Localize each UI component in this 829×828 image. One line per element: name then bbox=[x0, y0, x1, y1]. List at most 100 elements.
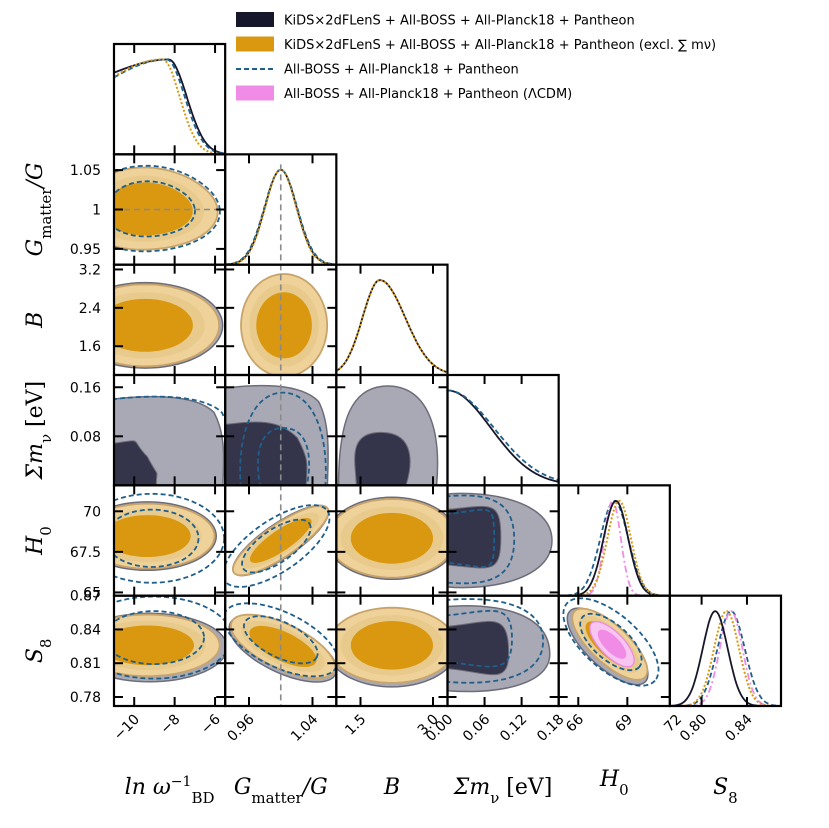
marginal-B-dark bbox=[336, 279, 448, 374]
marginal-B-dark bbox=[336, 279, 448, 374]
y-tick-label-H0: 65 bbox=[83, 585, 101, 601]
x-axis-label-H0: H0 bbox=[599, 767, 629, 799]
marginal-H0-dark bbox=[558, 499, 670, 596]
contour-H0-mnu-dark bbox=[447, 492, 553, 589]
x-tick-label-B: 1.5 bbox=[342, 712, 369, 739]
y-tick-label-G: 1 bbox=[92, 203, 101, 219]
contour-mnu-G-dark-1sigma bbox=[225, 421, 308, 486]
contour-B-G-orange-1sigma bbox=[256, 292, 312, 359]
marginal-H0-pink bbox=[558, 499, 670, 596]
contour-S8-mnu-blue-2sigma bbox=[447, 598, 545, 684]
contour-S8-B-orange-1sigma bbox=[350, 621, 433, 670]
contour-mnu-B-dark-1sigma bbox=[354, 431, 411, 486]
contour-H0-G-orange-1sigma bbox=[249, 518, 312, 563]
marginal-lnw-blue bbox=[114, 58, 226, 155]
marginal-lnw-blue bbox=[114, 58, 226, 155]
panel-frame-5-5 bbox=[668, 594, 783, 708]
marginal-G-orange bbox=[225, 168, 337, 265]
contour-H0-lnw-orange bbox=[114, 502, 216, 570]
x-tick-label-mnu: 0.18 bbox=[534, 712, 567, 745]
legend-swatch-dark bbox=[236, 12, 274, 27]
contour-S8-H0-blue bbox=[562, 597, 660, 687]
x-tick-label-mnu: 0.06 bbox=[460, 711, 493, 744]
contour-S8-B-orange bbox=[336, 606, 448, 684]
contour-mnu-lnw-blue bbox=[114, 395, 226, 423]
marginal-mnu-blue bbox=[447, 389, 559, 481]
contour-H0-mnu-blue-2sigma bbox=[447, 494, 516, 585]
contour-S8-H0-blue-2sigma bbox=[562, 597, 660, 687]
marginal-S8-blue bbox=[669, 610, 781, 707]
contour-H0-lnw-blue-1sigma bbox=[114, 508, 200, 568]
y-tick-label-G: 1.05 bbox=[70, 163, 101, 179]
contour-G-lnw-orange-1sigma bbox=[114, 182, 193, 236]
contour-S8-lnw-blue-1sigma bbox=[114, 610, 205, 666]
x-tick-label-S8: 0.80 bbox=[677, 712, 710, 745]
legend-label-dark: KiDS×2dFLenS + All-BOSS + All-Planck18 +… bbox=[284, 14, 635, 29]
marginal-lnw-dark bbox=[114, 58, 226, 155]
marginal-H0-blue bbox=[558, 499, 670, 596]
contour-H0-mnu-dark-1sigma bbox=[447, 505, 502, 569]
y-tick-label-S8: 0.84 bbox=[70, 622, 101, 638]
marginal-S8-orange bbox=[669, 610, 781, 707]
contour-H0-B-orange-1sigma bbox=[350, 512, 433, 564]
contour-S8-G-orange-1sigma bbox=[249, 625, 317, 667]
y-tick-label-S8: 0.87 bbox=[70, 589, 101, 605]
y-axis-label-mnu: Σmν [eV] bbox=[23, 381, 55, 481]
x-tick-label-mnu: 0.12 bbox=[497, 712, 530, 745]
y-tick-label-B: 1.6 bbox=[79, 339, 101, 355]
legend: KiDS×2dFLenS + All-BOSS + All-Planck18 +… bbox=[236, 12, 716, 102]
x-axis-label-G: Gmatter/G bbox=[234, 775, 328, 807]
contour-mnu-lnw-dark bbox=[114, 395, 225, 486]
contour-H0-lnw-orange-1sigma bbox=[114, 515, 191, 557]
y-tick-label-H0: 67.5 bbox=[70, 545, 101, 561]
contour-B-G-orange bbox=[240, 273, 329, 375]
x-axis-label-lnw: ln ω−1BD bbox=[125, 774, 215, 807]
marginal-H0-pink bbox=[558, 499, 670, 596]
y-tick-label-G: 0.95 bbox=[70, 242, 101, 258]
marginal-S8-dark bbox=[669, 610, 781, 707]
x-tick-label-lnw: −6 bbox=[198, 711, 224, 737]
marginal-H0-dark bbox=[558, 499, 670, 596]
contour-mnu-G-blue-2sigma bbox=[239, 391, 327, 486]
contour-H0-G-orange bbox=[231, 504, 330, 577]
marginal-mnu-blue bbox=[447, 389, 559, 481]
y-axis-label-S8: S8 bbox=[23, 639, 55, 664]
y-axis-label-B: B bbox=[23, 312, 48, 329]
y-axis-label-G: Gmatter/G bbox=[23, 163, 55, 257]
legend-swatch-orange bbox=[236, 36, 274, 52]
contour-mnu-B-dark bbox=[337, 385, 439, 486]
contour-mnu-G-blue-1sigma bbox=[257, 427, 310, 486]
marginal-S8-orange bbox=[669, 610, 781, 707]
marginal-B-orange bbox=[336, 279, 448, 374]
contour-S8-mnu-blue-1sigma bbox=[447, 609, 513, 668]
contour-S8-H0-blue-1sigma bbox=[579, 612, 643, 672]
y-tick-label-mnu: 0.16 bbox=[70, 380, 101, 396]
legend-label-orange: KiDS×2dFLenS + All-BOSS + All-Planck18 +… bbox=[284, 38, 716, 53]
marginal-S8-dark bbox=[669, 610, 781, 707]
contour-S8-G-orange bbox=[229, 613, 337, 680]
marginal-S8-blue bbox=[669, 610, 781, 707]
y-tick-label-mnu: 0.08 bbox=[70, 429, 101, 445]
x-tick-label-lnw: −10 bbox=[111, 712, 143, 744]
y-tick-label-S8: 0.81 bbox=[70, 656, 101, 672]
x-tick-label-S8: 0.84 bbox=[722, 711, 755, 744]
y-tick-label-H0: 70 bbox=[83, 504, 101, 520]
contour-B-lnw-orange bbox=[114, 283, 221, 368]
marginal-H0-orange bbox=[558, 499, 670, 596]
contour-S8-G-blue bbox=[225, 602, 337, 678]
x-tick-label-G: 1.04 bbox=[288, 711, 321, 744]
contour-mnu-lnw-blue-2sigma bbox=[114, 395, 226, 423]
contour-H0-G-blue bbox=[225, 504, 331, 588]
contour-G-lnw-blue-1sigma bbox=[114, 180, 196, 238]
marginal-lnw-orange bbox=[114, 58, 226, 155]
marginal-lnw-orange bbox=[114, 58, 226, 155]
y-tick-label-B: 2.4 bbox=[79, 301, 101, 317]
legend-label-blue: All-BOSS + All-Planck18 + Pantheon bbox=[284, 63, 519, 78]
contour-G-lnw-blue bbox=[114, 164, 221, 253]
contour-S8-lnw-orange-1sigma bbox=[114, 625, 194, 666]
contour-S8-H0-pink-1sigma bbox=[597, 629, 627, 659]
contour-mnu-G-blue bbox=[239, 391, 327, 486]
contour-S8-G-blue-1sigma bbox=[242, 615, 319, 665]
contour-S8-lnw-blue bbox=[114, 595, 226, 680]
